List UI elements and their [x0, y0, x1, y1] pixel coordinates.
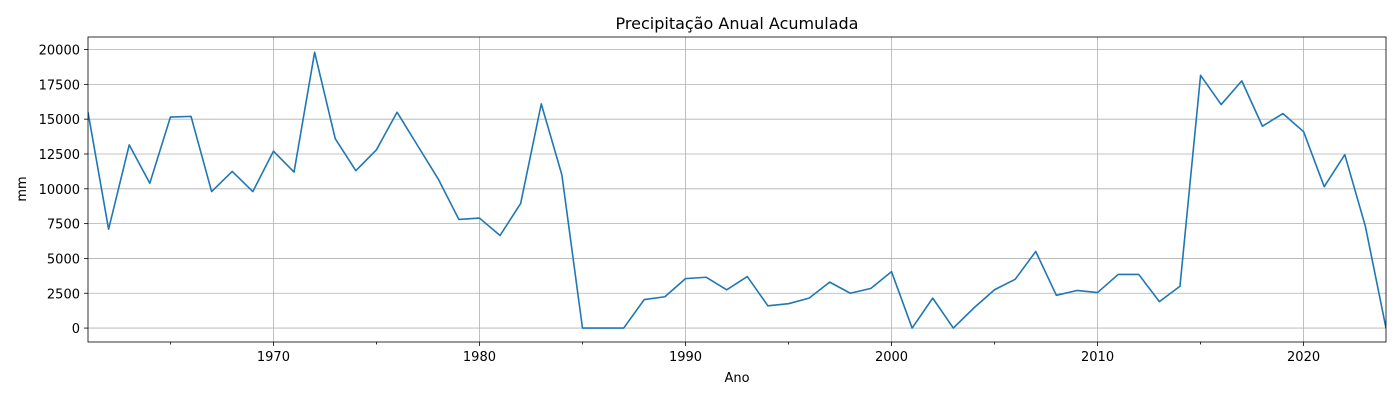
x-tick-label: 2010 — [1081, 350, 1114, 365]
y-tick-label: 0 — [72, 322, 80, 337]
y-axis: 0 2500 5000 7500 10000 12500 15000 17500 20000 — [39, 44, 88, 337]
y-tick-label: 7500 — [47, 218, 80, 233]
y-tick-label: 20000 — [39, 44, 80, 59]
x-axis-title: Ano — [724, 371, 749, 386]
y-tick-label: 17500 — [39, 78, 80, 93]
x-axis: 1970 1980 1990 2000 2010 2020 — [170, 342, 1320, 365]
x-tick-label: 1970 — [257, 350, 290, 365]
x-tick-label: 1990 — [669, 350, 702, 365]
series-line — [88, 51, 1386, 329]
plot-frame — [87, 36, 1387, 343]
y-axis-title: mm — [15, 176, 30, 201]
x-tick-label: 1980 — [463, 350, 496, 365]
y-tick-label: 2500 — [47, 287, 80, 302]
y-tick-label: 15000 — [39, 113, 80, 128]
grid — [88, 37, 1386, 342]
y-tick-label: 12500 — [39, 148, 80, 163]
y-tick-label: 10000 — [39, 183, 80, 198]
x-tick-label: 2020 — [1287, 350, 1320, 365]
x-tick-label: 2000 — [875, 350, 908, 365]
series-layer — [88, 51, 1386, 329]
chart-title: Precipitação Anual Acumulada — [616, 14, 859, 33]
y-tick-label: 5000 — [47, 252, 80, 267]
